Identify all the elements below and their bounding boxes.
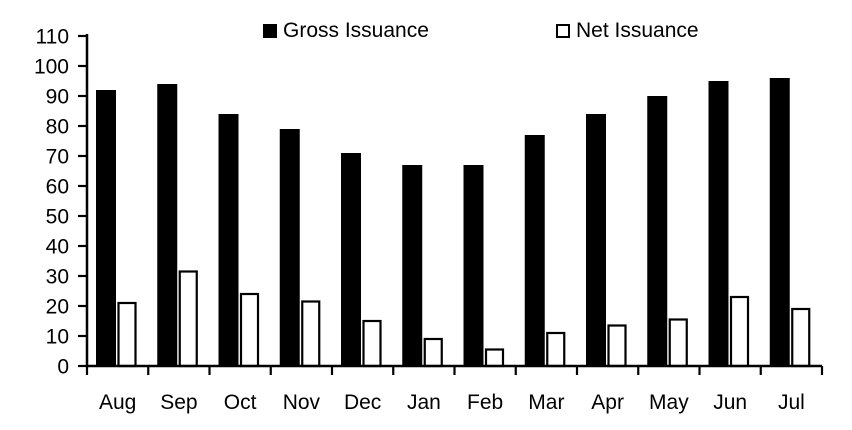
x-tick-label-nov: Nov	[283, 391, 321, 414]
legend-item-gross-issuance: Gross Issuance	[263, 19, 429, 43]
bar-net-feb	[484, 348, 505, 368]
x-tick-label-mar: Mar	[528, 391, 564, 414]
y-tick-label: 60	[46, 176, 69, 199]
bar-gross-jan	[402, 165, 423, 366]
y-tick-label: 70	[46, 146, 69, 169]
x-tick-label-may: May	[649, 391, 689, 414]
bar-gross-apr	[586, 114, 606, 366]
y-tick-label: 80	[46, 116, 69, 139]
y-tick-label: 90	[46, 86, 69, 109]
y-tick-label: 20	[46, 296, 69, 319]
y-tick-label: 0	[57, 356, 69, 379]
y-tick-label: 100	[34, 56, 69, 79]
y-tick-label: 40	[46, 236, 69, 259]
legend-label-net-issuance: Net Issuance	[576, 19, 699, 42]
bar-gross-mar	[524, 135, 545, 366]
bar-gross-jun	[708, 81, 729, 366]
bar-gross-oct	[218, 114, 239, 366]
bar-net-may	[668, 318, 688, 368]
bar-net-apr	[607, 324, 627, 368]
x-tick-label-jul: Jul	[778, 391, 805, 414]
x-tick-label-sep: Sep	[160, 391, 197, 414]
net-issuance-swatch	[556, 24, 570, 38]
x-tick-label-jan: Jan	[407, 391, 441, 414]
bar-net-jan	[423, 337, 443, 368]
chart-legend: Gross Issuance Net Issuance	[0, 0, 852, 50]
bar-gross-feb	[463, 165, 484, 366]
bar-net-dec	[362, 319, 382, 368]
bar-gross-nov	[279, 129, 300, 366]
x-tick-label-jun: Jun	[713, 391, 747, 414]
x-tick-label-aug: Aug	[99, 391, 136, 414]
bar-gross-sep	[157, 84, 178, 366]
y-tick-label: 30	[46, 266, 69, 289]
x-tick-label-apr: Apr	[591, 391, 624, 414]
bar-net-sep	[178, 270, 198, 368]
legend-label-gross-issuance: Gross Issuance	[283, 19, 429, 42]
bar-net-oct	[239, 292, 260, 368]
bar-net-aug	[117, 301, 137, 368]
bar-gross-jul	[769, 78, 790, 366]
x-tick-label-dec: Dec	[344, 391, 381, 414]
x-tick-label-oct: Oct	[224, 391, 257, 414]
y-tick-label: 50	[46, 206, 69, 229]
bar-gross-may	[647, 96, 668, 366]
bar-net-jun	[729, 295, 750, 368]
bar-net-mar	[546, 331, 566, 368]
gross-issuance-swatch	[263, 24, 277, 38]
x-tick-label-feb: Feb	[467, 391, 503, 414]
y-tick-label: 10	[46, 326, 69, 349]
y-tick-label: 110	[36, 26, 69, 49]
bar-gross-aug	[96, 90, 116, 366]
legend-item-net-issuance: Net Issuance	[556, 19, 699, 43]
bar-net-jul	[791, 307, 811, 368]
bar-net-nov	[301, 300, 321, 368]
bar-gross-dec	[341, 153, 361, 366]
